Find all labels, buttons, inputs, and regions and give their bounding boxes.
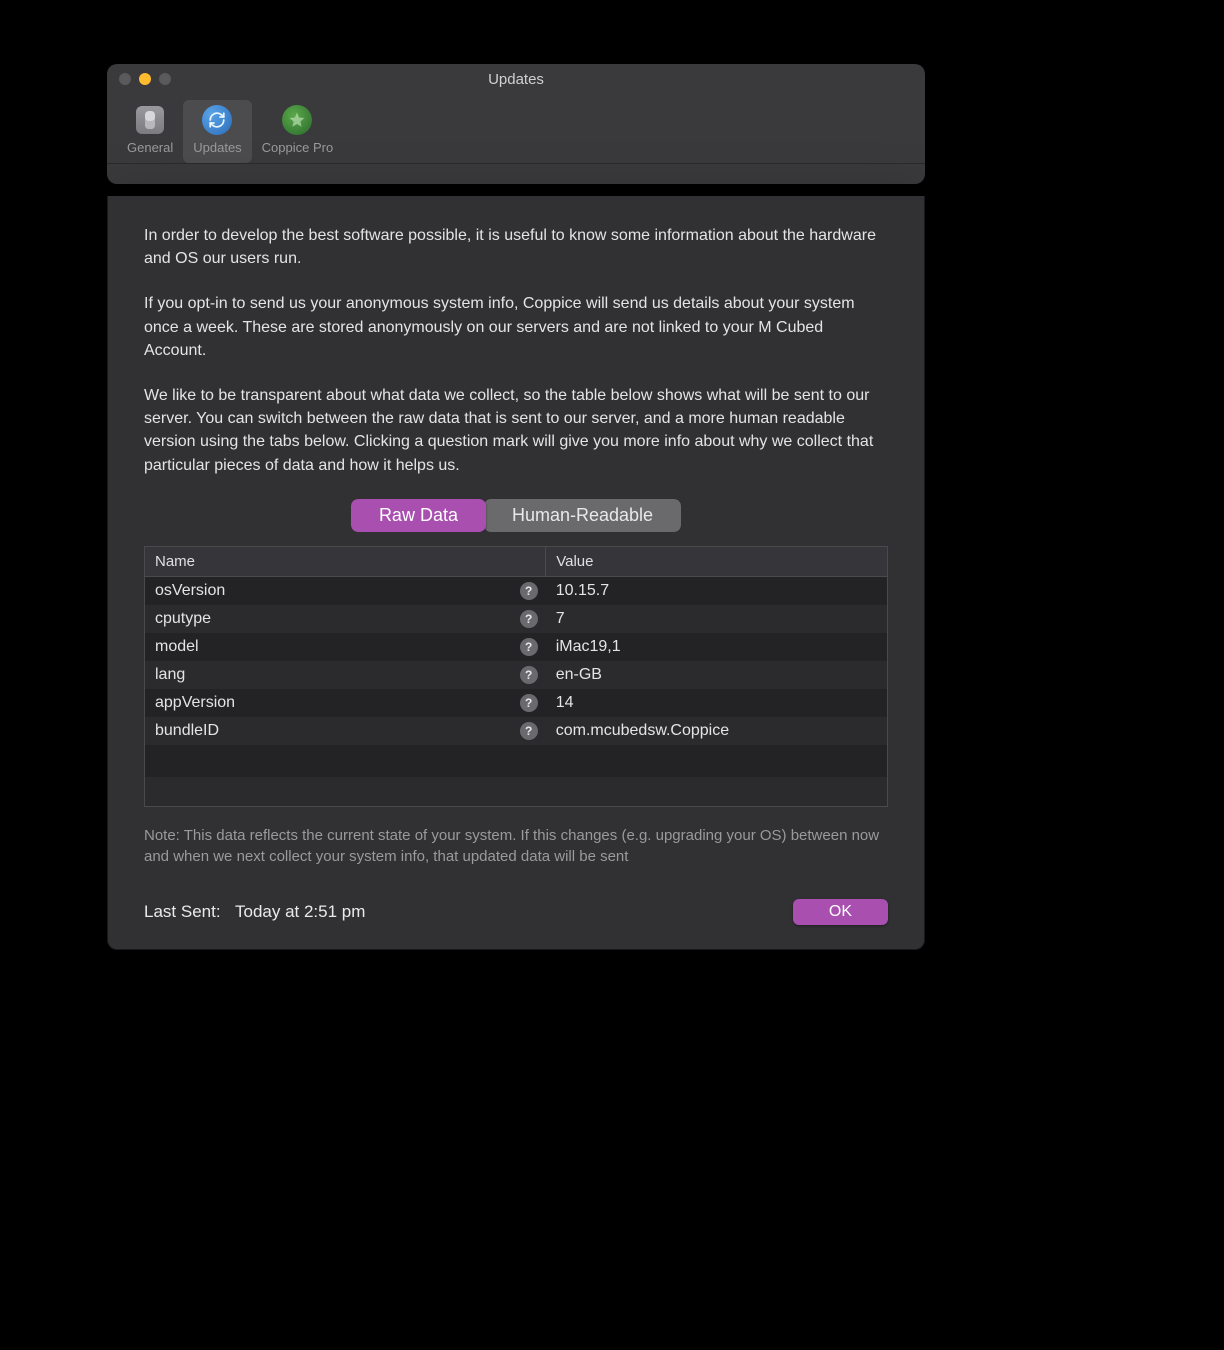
pro-icon	[281, 104, 313, 136]
row-value: com.mcubedsw.Coppice	[546, 717, 888, 745]
help-icon[interactable]: ?	[520, 722, 538, 740]
row-value: 14	[546, 689, 888, 717]
system-info-sheet: In order to develop the best software po…	[107, 196, 925, 950]
window-title: Updates	[488, 71, 544, 88]
column-header-name[interactable]: Name	[145, 546, 546, 576]
row-value: iMac19,1	[546, 633, 888, 661]
minimize-button[interactable]	[139, 73, 151, 85]
tab-label: General	[127, 140, 173, 155]
intro-paragraph: If you opt-in to send us your anonymous …	[144, 292, 888, 362]
table-row: cputype? 7	[145, 605, 888, 633]
preferences-toolbar: General Updates	[107, 94, 925, 164]
last-sent-label: Last Sent:	[144, 902, 221, 921]
tab-updates[interactable]: Updates	[183, 100, 251, 163]
tab-coppice-pro[interactable]: Coppice Pro	[252, 100, 344, 163]
table-row: model? iMac19,1	[145, 633, 888, 661]
zoom-button[interactable]	[159, 73, 171, 85]
last-sent: Last Sent: Today at 2:51 pm	[144, 902, 365, 922]
row-value: en-GB	[546, 661, 888, 689]
help-icon[interactable]: ?	[520, 610, 538, 628]
ok-button[interactable]: OK	[793, 899, 888, 925]
intro-text: In order to develop the best software po…	[144, 224, 888, 477]
note-text: Note: This data reflects the current sta…	[144, 825, 888, 867]
table-row: appVersion? 14	[145, 689, 888, 717]
intro-paragraph: In order to develop the best software po…	[144, 224, 888, 270]
updates-icon	[201, 104, 233, 136]
sheet-footer: Last Sent: Today at 2:51 pm OK	[144, 899, 888, 925]
close-button[interactable]	[119, 73, 131, 85]
tab-label: Coppice Pro	[262, 140, 334, 155]
row-name: osVersion	[155, 582, 225, 599]
row-name: bundleID	[155, 722, 219, 739]
row-name: appVersion	[155, 694, 235, 711]
row-value: 10.15.7	[546, 576, 888, 605]
system-info-table: Name Value osVersion? 10.15.7 cputype? 7…	[144, 546, 888, 808]
table-row-empty	[145, 745, 888, 777]
tab-general[interactable]: General	[117, 100, 183, 163]
table-row-empty	[145, 777, 888, 807]
titlebar: Updates	[107, 64, 925, 94]
help-icon[interactable]: ?	[520, 694, 538, 712]
human-readable-tab[interactable]: Human-Readable	[484, 499, 681, 532]
raw-data-tab[interactable]: Raw Data	[351, 499, 486, 532]
last-sent-value: Today at 2:51 pm	[235, 902, 365, 921]
help-icon[interactable]: ?	[520, 582, 538, 600]
intro-paragraph: We like to be transparent about what dat…	[144, 384, 888, 477]
tab-label: Updates	[193, 140, 241, 155]
table-row: bundleID? com.mcubedsw.Coppice	[145, 717, 888, 745]
row-name: cputype	[155, 610, 211, 627]
general-icon	[134, 104, 166, 136]
row-value: 7	[546, 605, 888, 633]
view-mode-segmented: Raw Data Human-Readable	[144, 499, 888, 532]
table-row: lang? en-GB	[145, 661, 888, 689]
column-header-value[interactable]: Value	[546, 546, 888, 576]
traffic-lights	[119, 73, 171, 85]
table-row: osVersion? 10.15.7	[145, 576, 888, 605]
help-icon[interactable]: ?	[520, 666, 538, 684]
preferences-window: Updates General Updates	[107, 64, 925, 184]
help-icon[interactable]: ?	[520, 638, 538, 656]
row-name: model	[155, 638, 199, 655]
row-name: lang	[155, 666, 185, 683]
